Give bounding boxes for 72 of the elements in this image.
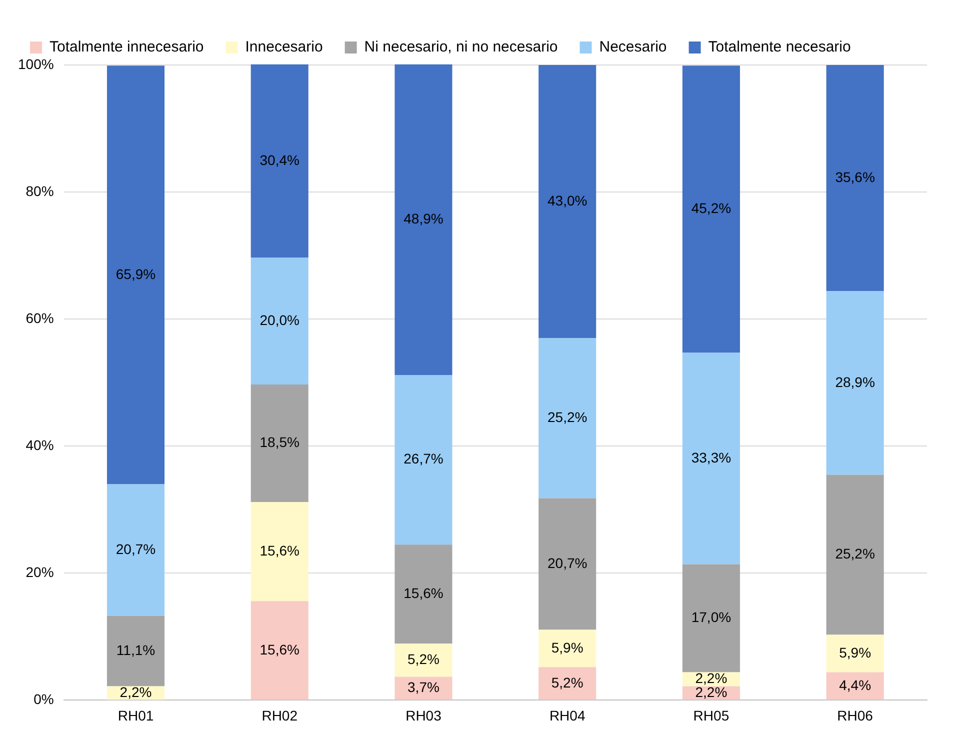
data-label: 5,2% <box>551 674 584 690</box>
data-label: 5,2% <box>408 651 440 668</box>
data-label: 15,6% <box>260 641 300 658</box>
x-tick-label: RH02 <box>262 707 298 724</box>
data-label: 20,0% <box>260 312 300 328</box>
bar <box>250 384 308 502</box>
data-label: 17,0% <box>691 609 732 626</box>
data-label: 15,6% <box>260 542 300 558</box>
bar <box>394 64 452 375</box>
bar <box>538 630 596 668</box>
y-tick-label: 20% <box>26 564 54 580</box>
bar <box>394 676 452 700</box>
bar <box>250 601 308 700</box>
data-label: 20,7% <box>547 554 588 571</box>
data-label: 20,7% <box>116 540 156 557</box>
data-label: 5,9% <box>839 644 872 660</box>
data-label: 26,7% <box>404 450 444 467</box>
data-label: 48,9% <box>404 210 444 227</box>
data-label: 35,6% <box>835 168 875 185</box>
x-tick-label: RH05 <box>693 707 730 724</box>
bar <box>826 474 884 635</box>
data-label: 65,9% <box>116 266 156 282</box>
x-tick-label: RH01 <box>118 707 154 724</box>
x-tick-label: RH04 <box>549 707 586 724</box>
data-label: 45,2% <box>691 200 732 216</box>
bar <box>538 498 596 630</box>
legend-label: Innecesario <box>245 38 323 56</box>
bar <box>106 484 165 616</box>
data-label: 3,7% <box>408 679 440 696</box>
bar <box>394 544 452 644</box>
data-label: 30,4% <box>260 152 300 168</box>
bar <box>538 667 596 700</box>
data-label: 28,9% <box>835 374 875 390</box>
bar <box>826 672 884 700</box>
data-label: 18,5% <box>260 434 300 450</box>
data-label: 25,2% <box>835 546 875 562</box>
bar <box>538 338 596 498</box>
y-tick-label: 40% <box>26 436 54 453</box>
data-label: 5,9% <box>551 639 584 656</box>
y-tick-label: 60% <box>26 310 54 326</box>
bar <box>106 66 165 484</box>
data-label: 25,2% <box>547 409 588 426</box>
x-tick-label: RH03 <box>406 707 442 724</box>
data-label: 2,2% <box>695 684 728 700</box>
legend-label: Necesario <box>599 38 667 56</box>
data-label: 2,2% <box>120 684 152 700</box>
bar <box>250 502 308 602</box>
data-label: 15,6% <box>404 584 444 601</box>
bar <box>682 352 740 564</box>
bar <box>250 64 308 258</box>
data-label: 33,3% <box>691 449 732 466</box>
y-tick-label: 0% <box>34 691 54 708</box>
bar <box>682 66 740 353</box>
bar <box>826 634 884 672</box>
bar <box>394 644 452 677</box>
bar <box>826 291 884 475</box>
data-label: 43,0% <box>547 192 588 208</box>
bar <box>682 564 740 672</box>
bar <box>394 374 452 545</box>
bar <box>106 616 165 686</box>
legend-label: Totalmente innecesario <box>50 38 204 56</box>
data-label: 2,2% <box>695 670 728 686</box>
bar <box>538 65 596 338</box>
bar <box>250 257 308 385</box>
y-tick-label: 80% <box>26 182 54 199</box>
legend-label: Ni necesario, ni no necesario <box>364 38 558 56</box>
data-label: 4,4% <box>839 676 872 693</box>
legend-label: Totalmente necesario <box>708 38 851 56</box>
y-tick-label: 100% <box>18 56 54 72</box>
bar <box>826 65 884 292</box>
data-label: 11,1% <box>116 642 156 658</box>
x-tick-label: RH06 <box>837 707 874 724</box>
